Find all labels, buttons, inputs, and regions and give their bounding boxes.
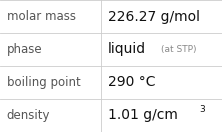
Text: 1.01 g/cm: 1.01 g/cm: [108, 109, 178, 122]
Text: liquid: liquid: [108, 43, 146, 56]
Text: molar mass: molar mass: [7, 10, 76, 23]
Text: density: density: [7, 109, 50, 122]
Text: 3: 3: [199, 105, 205, 114]
Text: boiling point: boiling point: [7, 76, 80, 89]
Text: 290 °C: 290 °C: [108, 76, 155, 89]
Text: phase: phase: [7, 43, 42, 56]
Text: 226.27 g/mol: 226.27 g/mol: [108, 10, 200, 23]
Text: (at STP): (at STP): [161, 45, 196, 54]
